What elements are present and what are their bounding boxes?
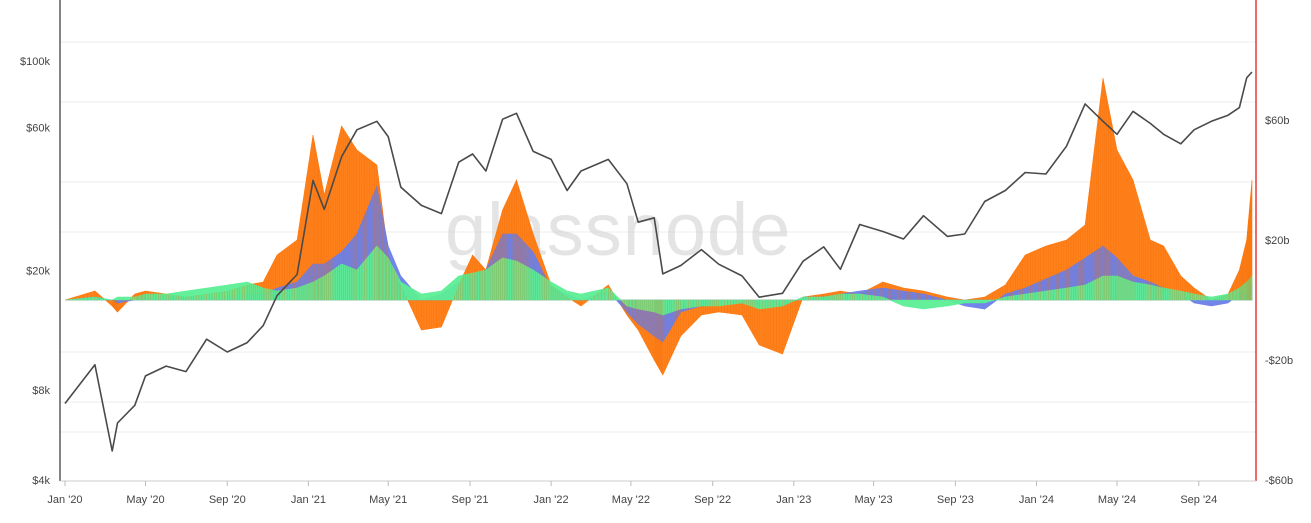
- x-tick-label: Jan '22: [534, 494, 569, 506]
- left-tick-label: $100k: [20, 56, 50, 68]
- x-tick-label: Jan '24: [1019, 494, 1054, 506]
- x-tick-label: May '23: [855, 494, 893, 506]
- price-line: [64, 71, 1253, 452]
- right-axis-ticks: -$60b -$20b $20b $60b: [1265, 115, 1293, 487]
- x-tick-label: Jan '21: [291, 494, 326, 506]
- x-tick-label: Sep '20: [209, 494, 246, 506]
- right-tick-label: -$60b: [1265, 475, 1293, 487]
- x-tick-label: Sep '23: [937, 494, 974, 506]
- x-tick-label: Sep '24: [1180, 494, 1217, 506]
- x-tick-label: May '20: [126, 494, 164, 506]
- x-tick-label: May '24: [1098, 494, 1136, 506]
- left-tick-label: $8k: [32, 385, 50, 397]
- left-tick-label: $4k: [32, 475, 50, 487]
- x-tick-label: May '21: [369, 494, 407, 506]
- right-tick-label: $20b: [1265, 235, 1289, 247]
- orange-flow-bars: [68, 78, 1252, 375]
- x-tick-label: Sep '22: [694, 494, 731, 506]
- right-tick-label: $60b: [1265, 115, 1289, 127]
- right-tick-label: -$20b: [1265, 355, 1293, 367]
- flow-bands: [64, 77, 1253, 376]
- x-axis-ticks: Jan '20 May '20 Sep '20 Jan '21 May '21 Sep '…: [47, 481, 1217, 506]
- left-axis-ticks: $4k $8k $20k $60k $100k: [20, 56, 50, 487]
- x-tick-label: Jan '23: [776, 494, 811, 506]
- x-tick-label: Sep '21: [452, 494, 489, 506]
- x-tick-label: May '22: [612, 494, 650, 506]
- left-tick-label: $20k: [26, 266, 50, 278]
- price-line-group: [64, 71, 1253, 452]
- left-tick-label: $60k: [26, 123, 50, 135]
- x-tick-label: Jan '20: [47, 494, 82, 506]
